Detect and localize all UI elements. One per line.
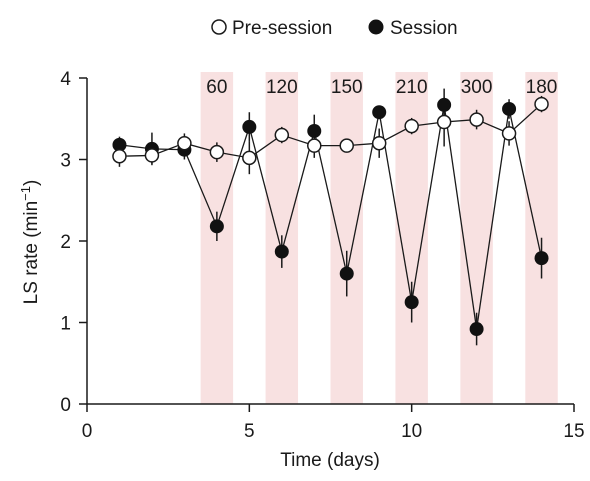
session-band: [330, 72, 363, 404]
series-layer: [112, 88, 549, 346]
y-axis-title: LS rate (min−1): [18, 180, 42, 305]
x-tick-label: 10: [401, 421, 422, 442]
band-label: 120: [266, 77, 298, 98]
session-point: [242, 119, 257, 134]
legend-marker-pre-session: [211, 19, 227, 35]
band-label: 60: [206, 77, 227, 98]
y-axis-title-close: ): [21, 180, 42, 186]
pre-session-point: [242, 150, 257, 166]
y-tick-label: 2: [60, 232, 71, 253]
x-ticks: 0 5 10 15: [82, 404, 585, 442]
pre-session-point: [371, 135, 387, 151]
pre-session-point: [469, 112, 484, 127]
x-tick-label: 15: [563, 421, 584, 442]
session-point: [534, 251, 549, 266]
y-axis-title-sup: −1: [18, 186, 33, 201]
session-point: [209, 219, 224, 234]
pre-session-point: [274, 127, 290, 143]
band-label: 180: [526, 77, 558, 98]
session-point: [502, 101, 517, 116]
x-tick-label: 0: [82, 421, 93, 442]
pre-session-point: [209, 144, 225, 160]
x-axis-title: Time (days): [280, 450, 380, 471]
y-ticks: 0 1 2 3 4: [60, 69, 87, 416]
pre-session-point: [404, 118, 419, 134]
y-tick-label: 0: [60, 395, 71, 416]
x-tick-label: 5: [244, 421, 255, 442]
session-point: [112, 137, 127, 152]
y-tick-label: 4: [60, 69, 71, 90]
y-axis-title-main: LS rate (min: [21, 201, 42, 304]
legend-marker-session: [368, 19, 384, 35]
session-point: [372, 105, 387, 120]
y-tick-label: 1: [60, 314, 71, 335]
pre-session-point: [144, 148, 160, 163]
session-point: [274, 244, 289, 259]
legend-label-session: Session: [390, 18, 458, 39]
axes-layer: 0 5 10 15 0 1 2 3 4 Time (days) LS rate (min−1): [18, 69, 585, 471]
pre-session-point: [534, 96, 549, 112]
session-point: [437, 97, 452, 112]
session-point: [339, 266, 354, 281]
session-point: [404, 295, 419, 310]
pre-session-point: [112, 148, 127, 164]
band-label: 210: [396, 77, 428, 98]
pre-session-point: [339, 138, 354, 153]
session-point: [469, 322, 484, 337]
session-point: [307, 123, 322, 138]
bands-layer: 60 120 150 210 300 180: [200, 72, 558, 404]
legend-label-pre-session: Pre-session: [232, 18, 332, 39]
pre-session-point: [501, 126, 517, 141]
y-tick-label: 3: [60, 151, 71, 172]
band-label: 150: [331, 77, 363, 98]
pre-session-point: [307, 138, 322, 153]
pre-session-point: [177, 135, 192, 151]
pre-session-point: [436, 114, 452, 130]
session-line: [119, 104, 543, 330]
band-label: 300: [461, 77, 493, 98]
legend: Pre-session Session: [211, 18, 458, 39]
